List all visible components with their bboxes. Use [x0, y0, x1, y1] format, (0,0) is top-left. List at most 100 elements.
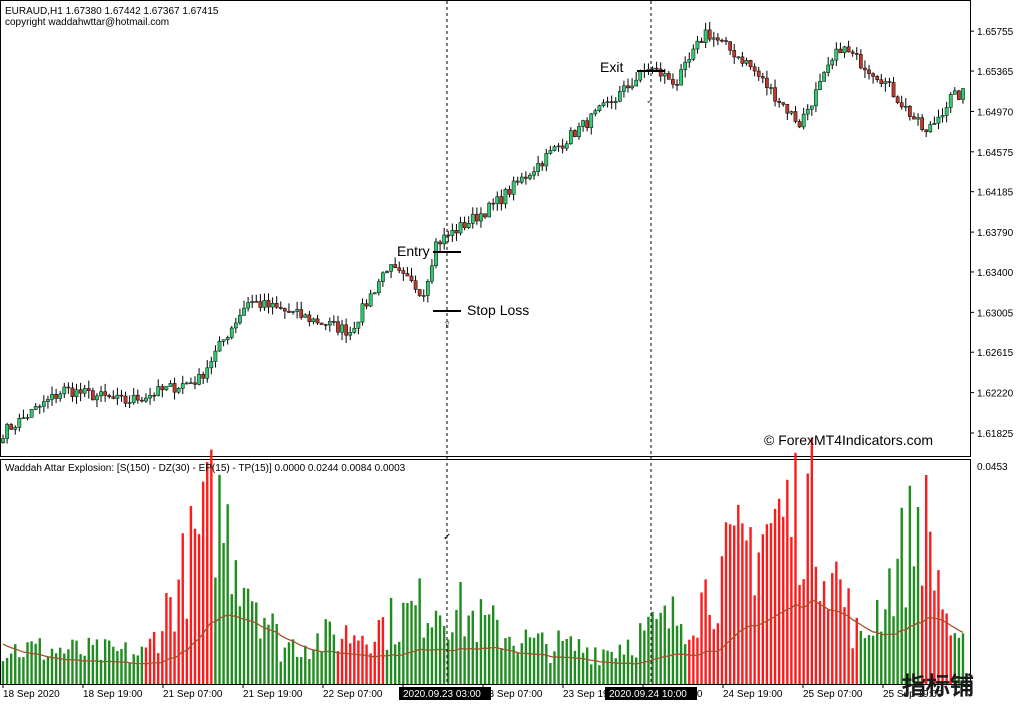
price-tick-label: 1.61825: [977, 429, 1014, 440]
candle-body: [274, 303, 279, 308]
candle-body: [838, 48, 843, 54]
time-tick-label: 22 Sep 07:00: [323, 689, 383, 700]
candle-body: [91, 390, 95, 401]
exit-label: Exit: [600, 59, 623, 75]
candle-body: [229, 327, 234, 338]
candle-body: [413, 280, 418, 290]
candle-body: [95, 395, 99, 401]
candle-body: [99, 391, 103, 397]
copyright-text: copyright waddahwttar@hotmail.com: [5, 17, 169, 28]
candle-body: [830, 59, 835, 66]
candle-body: [895, 96, 900, 103]
candle-body: [867, 69, 871, 74]
stop-loss-label: Stop Loss: [467, 302, 529, 318]
candle-body: [164, 386, 169, 391]
candle-body: [372, 292, 377, 295]
candle-body: [679, 69, 683, 86]
candle-body: [626, 85, 630, 89]
candle-body: [462, 222, 467, 228]
candle-body: [797, 121, 802, 128]
candle-body: [58, 393, 63, 399]
candle-body: [515, 180, 520, 183]
candle-body: [487, 202, 491, 218]
candle-body: [70, 387, 75, 397]
candle-body: [405, 273, 410, 277]
time-tick-label: 18 Sep 2020: [3, 689, 60, 700]
indicator-title: Waddah Attar Explosion: [S(150) - DZ(30)…: [5, 463, 406, 474]
candle-body: [17, 417, 22, 428]
candle-body: [695, 40, 700, 50]
candle-body: [846, 46, 851, 53]
candle-body: [617, 91, 622, 102]
candle-body: [957, 90, 961, 100]
candle-body: [450, 229, 455, 236]
candle-body: [299, 309, 304, 318]
candle-body: [871, 73, 875, 77]
candle-body: [430, 265, 434, 282]
candle-body: [103, 391, 107, 396]
candle-body: [393, 264, 398, 269]
candles-layer: [1, 21, 965, 444]
candle-body: [438, 241, 442, 245]
candle-body: [303, 314, 308, 318]
time-tick-label: 25 Sep 19:00: [883, 689, 943, 700]
candle-body: [560, 145, 565, 149]
candle-body: [593, 110, 598, 115]
candle-body: [605, 101, 610, 104]
candle-body: [801, 113, 806, 128]
candle-body: [903, 105, 908, 108]
corner-logo-mark: 指标铺: [902, 673, 974, 700]
candle-body: [622, 85, 626, 92]
candle-body: [756, 70, 761, 77]
time-tick-label: 24 Sep 19:00: [723, 689, 783, 700]
candle-body: [928, 124, 933, 133]
entry-label: Entry: [397, 243, 430, 259]
candle-body: [883, 81, 888, 84]
histogram-layer: [1, 437, 965, 684]
candle-body: [748, 60, 753, 68]
candle-body: [364, 303, 369, 307]
candle-body: [315, 318, 320, 324]
candle-body: [417, 289, 422, 296]
candle-body: [822, 72, 826, 82]
candle-body: [707, 29, 712, 40]
price-tick-label: 1.64575: [977, 148, 1014, 159]
candle-body: [180, 383, 185, 389]
candle-body: [850, 51, 855, 54]
candle-body: [765, 77, 769, 88]
candle-body: [189, 382, 193, 385]
candle-body: [589, 113, 594, 128]
candle-body: [311, 318, 316, 322]
candle-body: [634, 79, 639, 87]
candle-body: [262, 300, 267, 308]
candle-body: [716, 37, 720, 41]
candle-body: [344, 324, 348, 336]
candle-body: [425, 280, 430, 296]
candle-body: [46, 399, 50, 402]
candle-body: [66, 386, 71, 389]
candle-body: [225, 337, 230, 341]
price-tick-label: 1.64185: [977, 188, 1014, 199]
candle-body: [932, 123, 937, 125]
candle-body: [389, 264, 393, 272]
candle-body: [524, 176, 528, 179]
candle-body: [209, 361, 214, 369]
candle-body: [385, 271, 389, 274]
candle-body: [470, 213, 475, 224]
candle-body: [348, 332, 353, 336]
candle-body: [781, 102, 786, 105]
candle-body: [454, 229, 459, 234]
candle-body: [777, 100, 781, 103]
candle-body: [899, 102, 904, 108]
candle-body: [752, 66, 757, 72]
candle-body: [152, 394, 156, 397]
indicator-pane-frame: [0, 459, 971, 685]
candle-body: [131, 394, 136, 403]
candle-body: [266, 300, 271, 308]
candle-body: [536, 163, 540, 172]
candle-body: [233, 322, 238, 329]
watermark-text: © ForexMT4Indicators.com: [764, 432, 933, 448]
candle-body: [699, 40, 704, 43]
candle-body: [495, 196, 500, 205]
